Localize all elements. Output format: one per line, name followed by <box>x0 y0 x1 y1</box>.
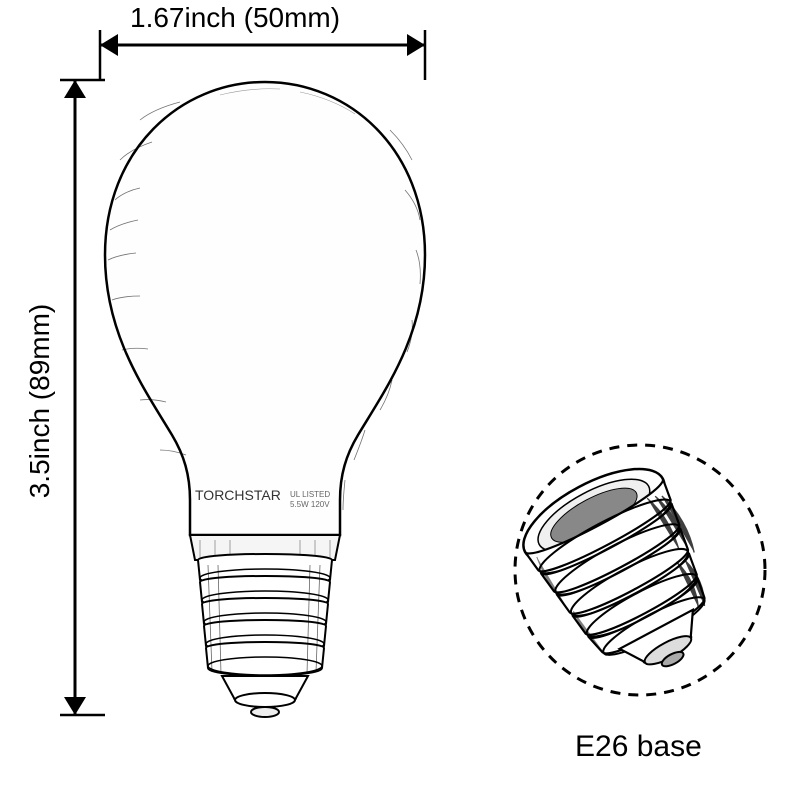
base-detail <box>510 445 765 701</box>
diagram-canvas: TORCHSTAR UL LISTED 5.5W 120V <box>0 0 800 800</box>
width-label: 1.67inch (50mm) <box>130 2 340 34</box>
height-dimension <box>60 80 105 715</box>
bulb-screw-base <box>198 554 332 717</box>
base-label: E26 base <box>575 730 702 764</box>
brand-text: TORCHSTAR <box>195 487 281 503</box>
bulb-main: TORCHSTAR UL LISTED 5.5W 120V <box>105 82 425 717</box>
width-dimension <box>100 30 425 80</box>
svg-text:5.5W 120V: 5.5W 120V <box>290 500 330 509</box>
height-label: 3.5inch (89mm) <box>24 301 56 501</box>
svg-text:UL LISTED: UL LISTED <box>290 490 330 499</box>
